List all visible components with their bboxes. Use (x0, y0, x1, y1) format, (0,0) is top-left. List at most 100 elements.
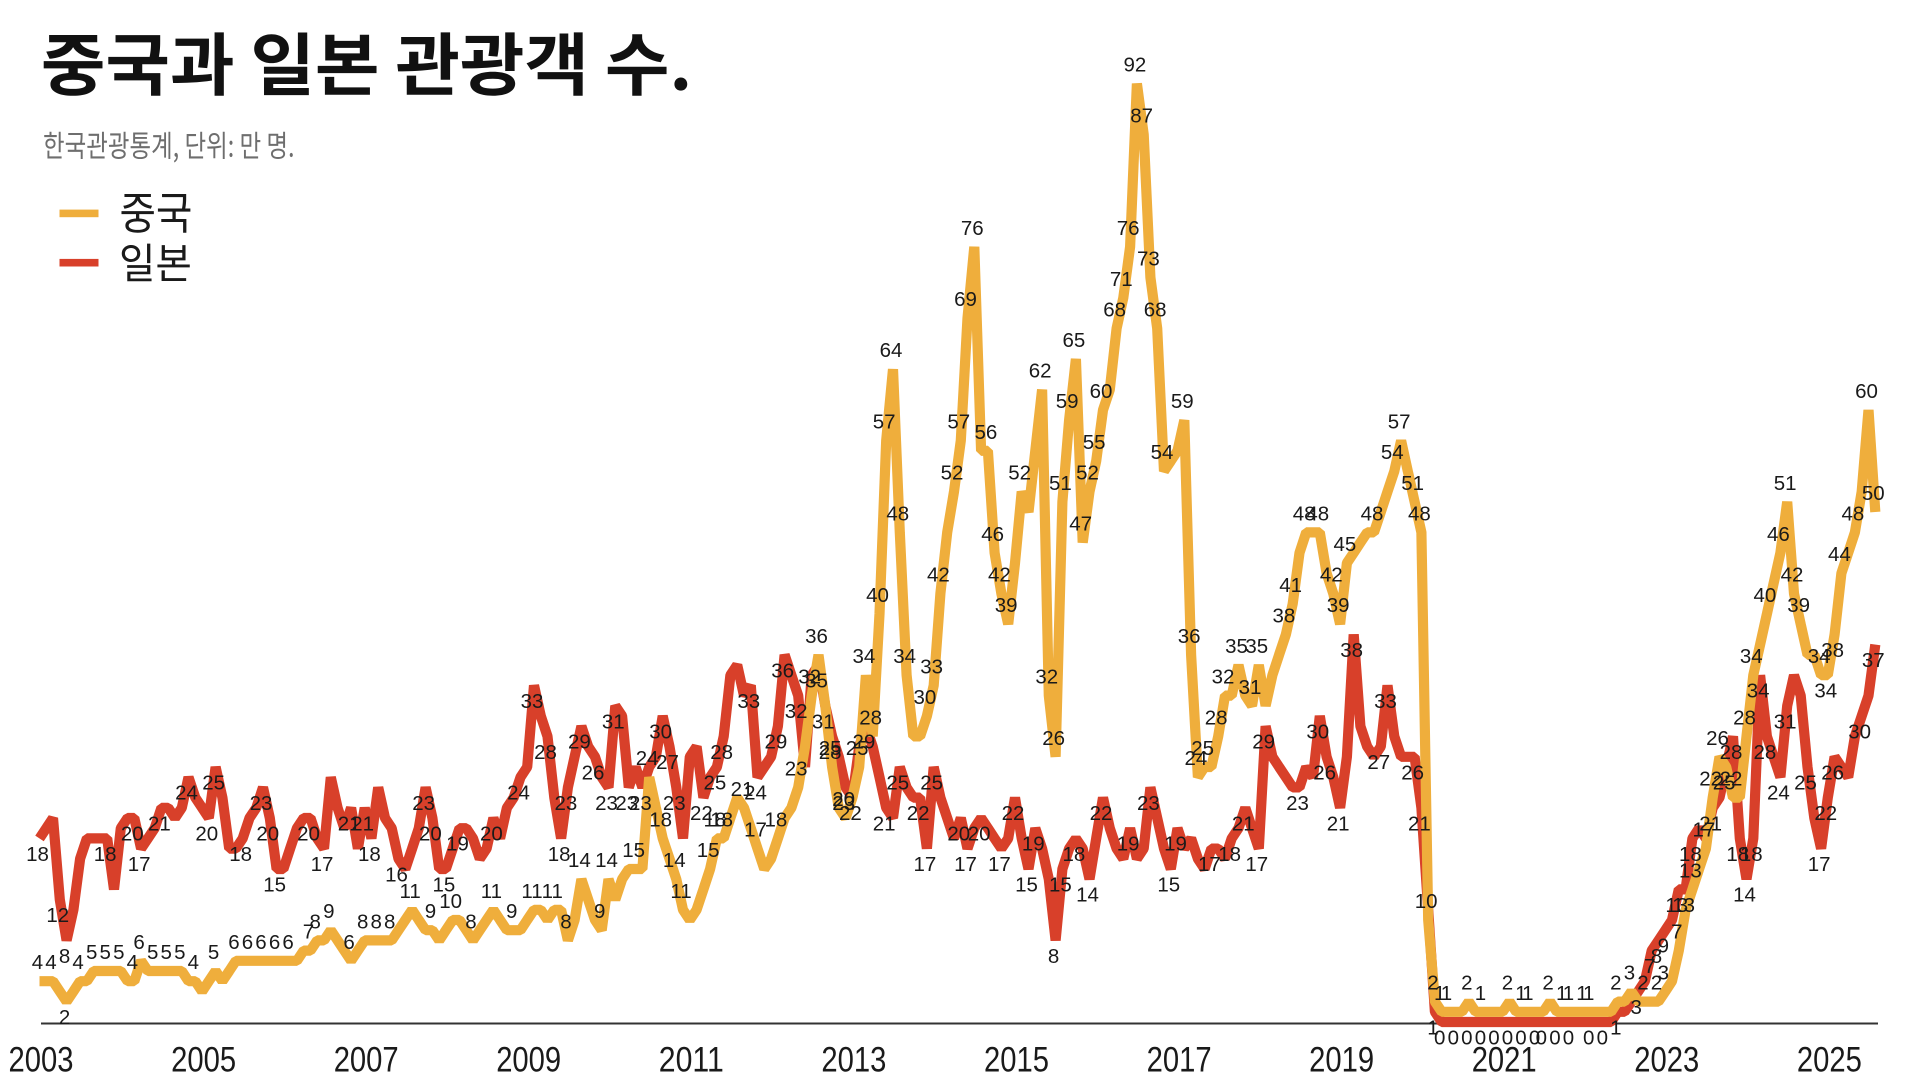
svg-text:32: 32 (1035, 666, 1058, 689)
svg-text:21: 21 (1699, 812, 1722, 835)
svg-text:52: 52 (1008, 462, 1031, 485)
svg-text:51: 51 (1401, 472, 1424, 495)
svg-text:25: 25 (886, 772, 909, 795)
svg-text:26: 26 (1401, 761, 1424, 784)
svg-text:34: 34 (1814, 680, 1837, 703)
svg-text:39: 39 (1787, 594, 1810, 617)
svg-text:44: 44 (1828, 543, 1851, 566)
svg-text:59: 59 (1171, 390, 1194, 413)
svg-text:18: 18 (94, 843, 117, 866)
svg-text:10: 10 (1415, 890, 1438, 913)
svg-text:19: 19 (1022, 833, 1045, 856)
svg-text:4: 4 (45, 951, 56, 974)
svg-text:31: 31 (812, 710, 835, 733)
svg-text:2015: 2015 (984, 1041, 1049, 1080)
svg-text:71: 71 (1110, 268, 1133, 291)
svg-text:18: 18 (1062, 843, 1085, 866)
svg-text:25: 25 (819, 737, 842, 760)
svg-text:26: 26 (1821, 761, 1844, 784)
svg-text:7: 7 (1671, 921, 1682, 944)
svg-text:0: 0 (1434, 1027, 1445, 1050)
svg-text:29: 29 (568, 731, 591, 754)
svg-text:2003: 2003 (9, 1041, 74, 1080)
svg-text:22: 22 (1699, 768, 1722, 791)
svg-text:5: 5 (113, 941, 124, 964)
svg-text:21: 21 (731, 778, 754, 801)
svg-text:15: 15 (1015, 874, 1038, 897)
svg-text:8: 8 (309, 910, 320, 933)
svg-text:25: 25 (1713, 772, 1736, 795)
svg-text:17: 17 (744, 819, 767, 842)
svg-text:48: 48 (1408, 502, 1431, 525)
svg-text:42: 42 (927, 564, 950, 587)
svg-text:20: 20 (947, 823, 970, 846)
svg-text:1: 1 (1441, 982, 1452, 1005)
svg-text:57: 57 (947, 411, 970, 434)
svg-text:52: 52 (941, 462, 964, 485)
svg-text:42: 42 (1781, 564, 1804, 587)
svg-text:17: 17 (1245, 853, 1268, 876)
svg-text:11: 11 (521, 880, 542, 903)
svg-text:64: 64 (880, 339, 903, 362)
svg-text:1: 1 (1515, 982, 1526, 1005)
svg-text:6: 6 (269, 931, 280, 954)
svg-text:1: 1 (1556, 982, 1567, 1005)
svg-text:1: 1 (1583, 982, 1594, 1005)
svg-text:0: 0 (1583, 1027, 1594, 1050)
svg-text:46: 46 (1767, 523, 1790, 546)
svg-text:1: 1 (1427, 1016, 1438, 1039)
svg-text:20: 20 (195, 823, 218, 846)
svg-text:28: 28 (534, 741, 557, 764)
svg-text:6: 6 (133, 931, 144, 954)
svg-text:24: 24 (1184, 747, 1207, 770)
svg-text:41: 41 (1279, 574, 1302, 597)
svg-text:48: 48 (1361, 502, 1384, 525)
svg-text:4: 4 (188, 951, 199, 974)
svg-text:25: 25 (202, 772, 225, 795)
svg-text:21: 21 (1327, 812, 1350, 835)
svg-text:22: 22 (690, 802, 713, 825)
svg-text:30: 30 (913, 686, 936, 709)
svg-text:57: 57 (873, 411, 896, 434)
svg-text:29: 29 (1252, 731, 1275, 754)
svg-text:17: 17 (1808, 853, 1831, 876)
svg-text:2023: 2023 (1634, 1041, 1699, 1080)
svg-text:39: 39 (995, 594, 1018, 617)
svg-text:2: 2 (1637, 972, 1648, 995)
svg-text:9: 9 (323, 900, 334, 923)
svg-text:0: 0 (1597, 1027, 1608, 1050)
svg-text:13: 13 (1679, 859, 1702, 882)
svg-text:20: 20 (256, 823, 279, 846)
svg-text:18: 18 (1218, 843, 1241, 866)
svg-text:2013: 2013 (821, 1041, 886, 1080)
svg-text:20: 20 (480, 823, 503, 846)
svg-text:21: 21 (148, 812, 171, 835)
svg-text:9: 9 (594, 900, 605, 923)
svg-text:4: 4 (32, 951, 43, 974)
svg-text:34: 34 (1808, 645, 1831, 668)
svg-text:54: 54 (1381, 441, 1404, 464)
svg-text:21: 21 (1408, 812, 1431, 835)
svg-text:18: 18 (1726, 843, 1749, 866)
svg-text:40: 40 (1753, 584, 1776, 607)
svg-text:35: 35 (805, 670, 828, 693)
svg-text:6: 6 (255, 931, 266, 954)
svg-text:37: 37 (1862, 649, 1885, 672)
svg-text:19: 19 (1117, 833, 1140, 856)
svg-text:2005: 2005 (171, 1041, 236, 1080)
svg-text:5: 5 (208, 941, 219, 964)
svg-text:5: 5 (86, 941, 97, 964)
svg-text:28: 28 (859, 706, 882, 729)
svg-text:2: 2 (1610, 972, 1621, 995)
svg-text:26: 26 (1313, 761, 1336, 784)
svg-text:46: 46 (981, 523, 1004, 546)
svg-text:0: 0 (1461, 1027, 1472, 1050)
svg-text:8: 8 (465, 910, 476, 933)
svg-text:68: 68 (1144, 298, 1167, 321)
svg-text:48: 48 (886, 502, 909, 525)
svg-text:60: 60 (1090, 380, 1113, 403)
svg-text:18: 18 (1740, 843, 1763, 866)
svg-text:32: 32 (785, 700, 808, 723)
svg-text:30: 30 (649, 721, 672, 744)
svg-text:73: 73 (1137, 247, 1160, 270)
